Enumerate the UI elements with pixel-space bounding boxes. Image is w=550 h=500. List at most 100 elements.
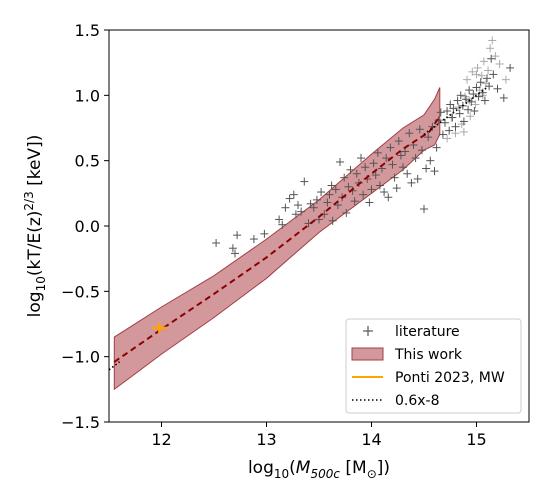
data-point-dark-25 xyxy=(328,216,337,225)
data-point-dark-38 xyxy=(357,154,365,163)
data-point-dark-99 xyxy=(478,88,487,97)
y-axis-label-sup: 2/3 xyxy=(22,191,36,210)
data-point-dark-84 xyxy=(451,122,460,131)
data-point-dark-92 xyxy=(465,86,474,95)
y-tick-label: −1.0 xyxy=(61,348,100,367)
data-point-dark-103 xyxy=(487,54,496,63)
y-axis-label: log10(kT/E(z)2/3 [keV]) xyxy=(22,135,48,318)
data-point-light-21 xyxy=(459,127,468,136)
data-point-dark-82 xyxy=(448,113,457,122)
data-point-dark-89 xyxy=(459,117,468,126)
data-point-dark-22 xyxy=(323,198,332,207)
data-point-dark-35 xyxy=(350,197,359,206)
legend-label-literature: literature xyxy=(395,324,460,340)
x-axis-label-unit: [M xyxy=(340,458,367,478)
x-axis-label-close: ]) xyxy=(377,458,390,478)
data-point-dark-53 xyxy=(388,160,397,169)
data-point-dark-77 xyxy=(438,130,447,139)
data-point-dark-32 xyxy=(344,182,353,191)
x-axis-label-open: ( xyxy=(289,458,296,478)
x-axis-label-unit-sub: ⊙ xyxy=(367,467,377,481)
data-point-light-17 xyxy=(488,36,497,45)
data-point-dark-54 xyxy=(390,173,399,182)
x-axis-label-var: M xyxy=(296,458,311,478)
y-tick-label: 1.0 xyxy=(75,86,100,105)
data-point-dark-23 xyxy=(325,190,334,199)
data-point-light-18 xyxy=(491,52,500,61)
data-point-dark-28 xyxy=(336,157,344,166)
data-point-dark-30 xyxy=(340,173,349,182)
data-point-dark-9 xyxy=(285,194,294,203)
y-tick-label: 1.5 xyxy=(75,21,100,40)
data-point-dark-80 xyxy=(445,126,454,135)
y-tick-label: −0.5 xyxy=(61,282,100,301)
data-point-dark-106 xyxy=(499,93,508,102)
x-tick-label: 13 xyxy=(256,430,276,449)
data-point-dark-71 xyxy=(426,156,435,165)
data-point-dark-98 xyxy=(476,78,485,87)
data-point-dark-3 xyxy=(233,231,242,240)
data-point-light-6 xyxy=(463,75,472,84)
data-point-dark-39 xyxy=(359,190,368,199)
data-point-light-3 xyxy=(454,103,463,112)
data-point-dark-10 xyxy=(289,190,298,199)
data-point-light-15 xyxy=(484,66,493,75)
legend-patch-icon xyxy=(351,347,384,361)
data-point-dark-43 xyxy=(367,185,376,194)
data-point-dark-49 xyxy=(380,188,389,197)
data-point-dark-47 xyxy=(375,181,384,190)
data-point-dark-56 xyxy=(394,137,403,146)
data-point-light-19 xyxy=(495,59,504,68)
data-point-dark-72 xyxy=(428,122,437,131)
x-axis-label-sub: 10 xyxy=(274,467,289,481)
plot-content xyxy=(109,36,515,391)
data-point-dark-83 xyxy=(449,104,458,113)
data-point-dark-76 xyxy=(436,108,445,117)
data-point-dark-96 xyxy=(472,83,481,92)
data-point-dark-42 xyxy=(365,198,374,207)
data-point-dark-95 xyxy=(470,107,479,116)
data-point-light-23 xyxy=(472,70,481,79)
data-point-dark-100 xyxy=(480,96,489,105)
data-point-dark-46 xyxy=(373,148,382,157)
data-point-dark-68 xyxy=(420,205,428,214)
data-point-dark-105 xyxy=(493,84,502,93)
data-point-dark-85 xyxy=(453,96,462,105)
x-tick-label: 12 xyxy=(151,430,171,449)
data-point-light-8 xyxy=(468,67,477,76)
y-tick-label: 0.0 xyxy=(75,217,100,236)
data-point-dark-26 xyxy=(331,185,340,194)
data-point-dark-33 xyxy=(346,165,355,174)
data-point-dark-12 xyxy=(294,201,302,210)
data-point-dark-64 xyxy=(411,154,420,163)
legend: literature This work Ponti 2023, MW 0.6x… xyxy=(345,318,522,414)
legend-label-ponti: Ponti 2023, MW xyxy=(395,370,505,386)
x-axis-label-prefix: log xyxy=(248,458,274,478)
data-point-dark-13 xyxy=(297,207,306,216)
data-point-light-12 xyxy=(477,71,486,80)
data-point-dark-31 xyxy=(342,208,351,217)
y-tick-label: −1.5 xyxy=(61,413,100,432)
data-point-dark-73 xyxy=(430,167,439,176)
data-point-dark-102 xyxy=(485,82,494,91)
data-point-dark-62 xyxy=(407,178,416,187)
data-point-light-13 xyxy=(479,57,488,66)
data-point-dark-86 xyxy=(455,109,464,118)
data-point-light-9 xyxy=(471,100,480,109)
data-point-dark-5 xyxy=(260,229,269,238)
data-point-dark-8 xyxy=(281,203,290,212)
data-point-dark-2 xyxy=(231,249,239,258)
legend-marker-plus-icon xyxy=(363,326,373,336)
data-point-dark-78 xyxy=(441,118,449,127)
data-point-dark-7 xyxy=(278,220,287,229)
data-point-dark-14 xyxy=(300,177,309,186)
relation-dotted-line xyxy=(109,86,488,371)
data-point-dark-94 xyxy=(469,90,478,99)
data-point-dark-0 xyxy=(212,238,221,247)
data-point-dark-50 xyxy=(382,154,391,163)
dotted-segment-1 xyxy=(423,86,488,136)
data-point-dark-6 xyxy=(275,215,284,224)
data-point-dark-104 xyxy=(489,70,498,79)
this-work-median-line xyxy=(113,115,441,363)
legend-label-this-work: This work xyxy=(394,347,463,363)
